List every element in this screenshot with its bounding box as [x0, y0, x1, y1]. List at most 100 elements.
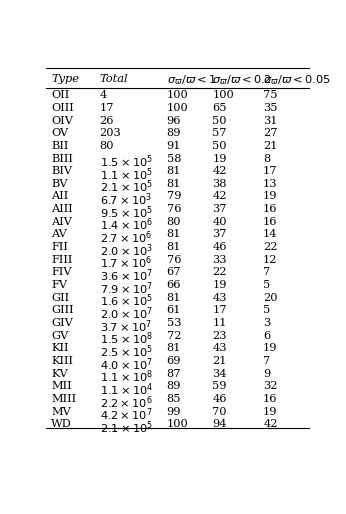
- Text: 50: 50: [212, 141, 227, 151]
- Text: 66: 66: [167, 280, 181, 290]
- Text: AIII: AIII: [51, 204, 73, 214]
- Text: 3: 3: [263, 318, 270, 328]
- Text: $\sigma_{\varpi}/\varpi < 0.2$: $\sigma_{\varpi}/\varpi < 0.2$: [212, 74, 272, 87]
- Text: 42: 42: [212, 166, 227, 176]
- Text: 16: 16: [263, 394, 277, 404]
- Text: 76: 76: [167, 255, 181, 265]
- Text: 50: 50: [212, 116, 227, 125]
- Text: 22: 22: [263, 242, 277, 252]
- Text: 65: 65: [212, 103, 227, 113]
- Text: 81: 81: [167, 229, 181, 240]
- Text: 80: 80: [100, 141, 114, 151]
- Text: FII: FII: [51, 242, 68, 252]
- Text: OIV: OIV: [51, 116, 73, 125]
- Text: 100: 100: [167, 90, 188, 100]
- Text: KIII: KIII: [51, 356, 73, 366]
- Text: 31: 31: [263, 116, 277, 125]
- Text: $1.1 \times 10^{8}$: $1.1 \times 10^{8}$: [100, 369, 153, 386]
- Text: 85: 85: [167, 394, 181, 404]
- Text: MIII: MIII: [51, 394, 76, 404]
- Text: 70: 70: [212, 407, 227, 417]
- Text: BIV: BIV: [51, 166, 72, 176]
- Text: $4.2 \times 10^{7}$: $4.2 \times 10^{7}$: [100, 407, 152, 424]
- Text: 59: 59: [212, 381, 227, 392]
- Text: 9: 9: [263, 369, 270, 379]
- Text: KII: KII: [51, 343, 69, 354]
- Text: $1.4 \times 10^{6}$: $1.4 \times 10^{6}$: [100, 217, 153, 233]
- Text: 14: 14: [263, 229, 277, 240]
- Text: KV: KV: [51, 369, 68, 379]
- Text: 20: 20: [263, 293, 277, 303]
- Text: FIII: FIII: [51, 255, 73, 265]
- Text: 19: 19: [212, 280, 227, 290]
- Text: 75: 75: [263, 90, 277, 100]
- Text: 203: 203: [100, 128, 121, 138]
- Text: 40: 40: [212, 217, 227, 227]
- Text: 81: 81: [167, 179, 181, 189]
- Text: 19: 19: [212, 154, 227, 163]
- Text: 89: 89: [167, 381, 181, 392]
- Text: 19: 19: [263, 192, 277, 201]
- Text: BV: BV: [51, 179, 68, 189]
- Text: 37: 37: [212, 204, 227, 214]
- Text: 5: 5: [263, 280, 270, 290]
- Text: 38: 38: [212, 179, 227, 189]
- Text: $1.6 \times 10^{5}$: $1.6 \times 10^{5}$: [100, 293, 153, 309]
- Text: 5: 5: [263, 305, 270, 316]
- Text: 81: 81: [167, 293, 181, 303]
- Text: 94: 94: [212, 419, 227, 430]
- Text: $1.1 \times 10^{4}$: $1.1 \times 10^{4}$: [100, 381, 153, 398]
- Text: MII: MII: [51, 381, 72, 392]
- Text: 16: 16: [263, 217, 277, 227]
- Text: 42: 42: [263, 419, 277, 430]
- Text: FV: FV: [51, 280, 67, 290]
- Text: 46: 46: [212, 394, 227, 404]
- Text: 26: 26: [100, 116, 114, 125]
- Text: GIII: GIII: [51, 305, 74, 316]
- Text: 42: 42: [212, 192, 227, 201]
- Text: GII: GII: [51, 293, 70, 303]
- Text: 32: 32: [263, 381, 277, 392]
- Text: 87: 87: [167, 369, 181, 379]
- Text: $4.0 \times 10^{7}$: $4.0 \times 10^{7}$: [100, 356, 153, 373]
- Text: AII: AII: [51, 192, 69, 201]
- Text: 27: 27: [263, 128, 277, 138]
- Text: 7: 7: [263, 267, 270, 278]
- Text: 12: 12: [263, 255, 277, 265]
- Text: 13: 13: [263, 179, 277, 189]
- Text: $1.1 \times 10^{5}$: $1.1 \times 10^{5}$: [100, 166, 153, 183]
- Text: $7.9 \times 10^{7}$: $7.9 \times 10^{7}$: [100, 280, 153, 297]
- Text: 17: 17: [263, 166, 277, 176]
- Text: 100: 100: [167, 419, 188, 430]
- Text: $6.7 \times 10^{3}$: $6.7 \times 10^{3}$: [100, 192, 152, 208]
- Text: 17: 17: [100, 103, 114, 113]
- Text: BII: BII: [51, 141, 69, 151]
- Text: $3.7 \times 10^{7}$: $3.7 \times 10^{7}$: [100, 318, 152, 335]
- Text: 81: 81: [167, 343, 181, 354]
- Text: GIV: GIV: [51, 318, 73, 328]
- Text: 21: 21: [212, 356, 227, 366]
- Text: AV: AV: [51, 229, 67, 240]
- Text: WD: WD: [51, 419, 72, 430]
- Text: 4: 4: [100, 90, 107, 100]
- Text: OII: OII: [51, 90, 70, 100]
- Text: OV: OV: [51, 128, 69, 138]
- Text: $1.5 \times 10^{5}$: $1.5 \times 10^{5}$: [100, 154, 153, 170]
- Text: 69: 69: [167, 356, 181, 366]
- Text: 16: 16: [263, 204, 277, 214]
- Text: 34: 34: [212, 369, 227, 379]
- Text: $1.5 \times 10^{8}$: $1.5 \times 10^{8}$: [100, 331, 153, 347]
- Text: 58: 58: [167, 154, 181, 163]
- Text: 100: 100: [167, 103, 188, 113]
- Text: AIV: AIV: [51, 217, 72, 227]
- Text: 19: 19: [263, 407, 277, 417]
- Text: $2.1 \times 10^{5}$: $2.1 \times 10^{5}$: [100, 179, 153, 195]
- Text: 89: 89: [167, 128, 181, 138]
- Text: 67: 67: [167, 267, 181, 278]
- Text: 21: 21: [263, 141, 277, 151]
- Text: 61: 61: [167, 305, 181, 316]
- Text: 35: 35: [263, 103, 277, 113]
- Text: 17: 17: [212, 305, 227, 316]
- Text: 53: 53: [167, 318, 181, 328]
- Text: 79: 79: [167, 192, 181, 201]
